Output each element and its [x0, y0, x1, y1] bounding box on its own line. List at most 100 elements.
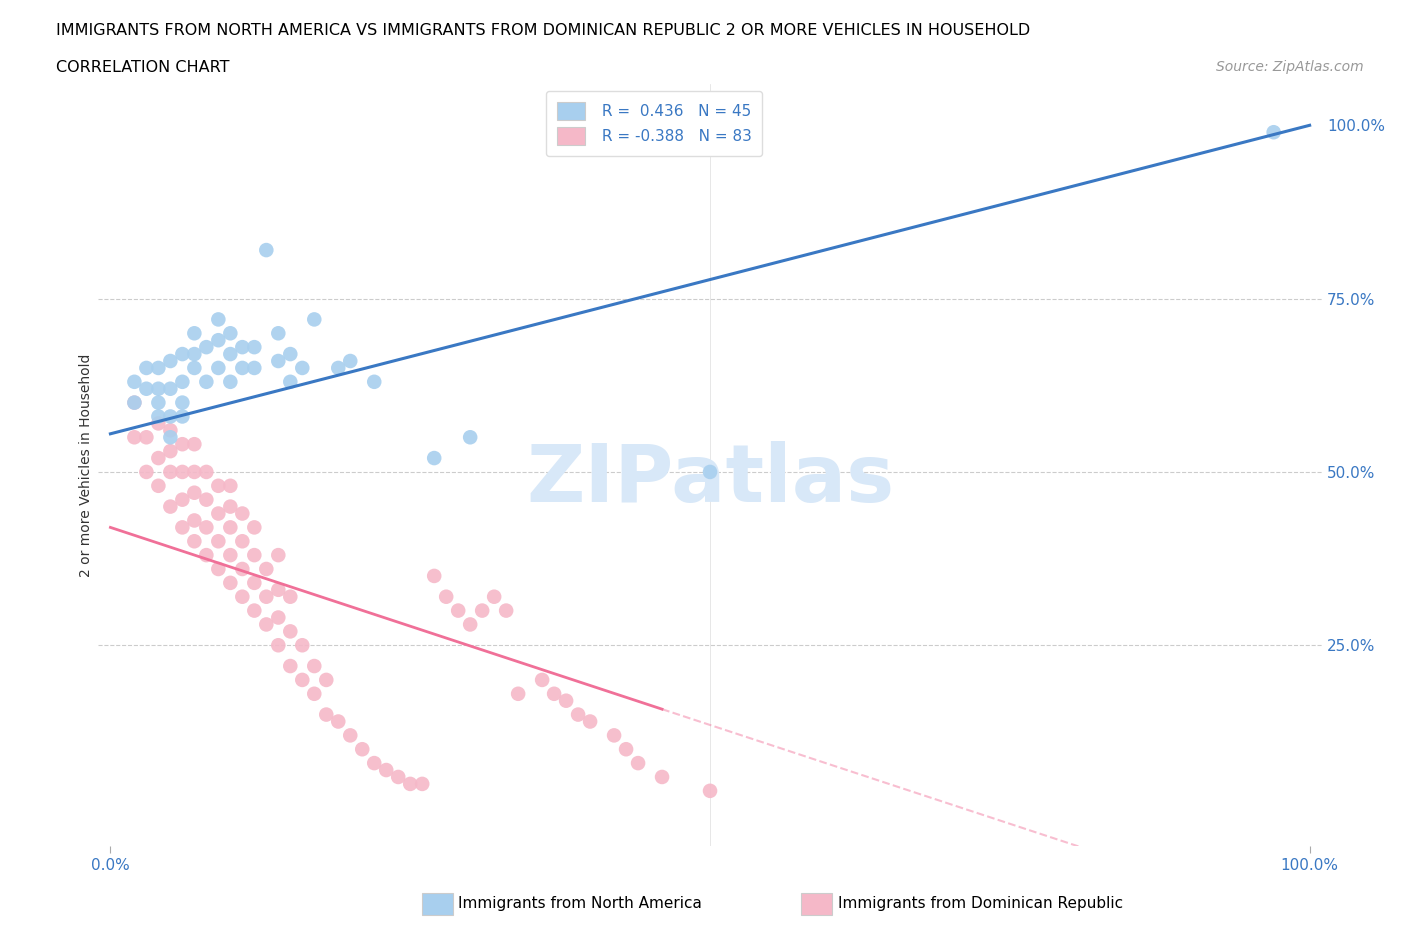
- Point: [278, 624, 301, 639]
- Point: [267, 548, 290, 563]
- Point: [124, 395, 146, 410]
- Point: [399, 777, 422, 791]
- Point: [363, 375, 385, 390]
- Point: [159, 499, 181, 514]
- Point: [495, 604, 517, 618]
- Point: [195, 548, 218, 563]
- Point: [278, 590, 301, 604]
- Point: [375, 763, 398, 777]
- Point: [207, 478, 229, 493]
- Point: [434, 590, 457, 604]
- Point: [254, 617, 277, 631]
- Point: [254, 562, 277, 577]
- Point: [339, 353, 361, 368]
- Point: [124, 430, 146, 445]
- Point: [471, 604, 494, 618]
- Point: [231, 506, 253, 521]
- Point: [291, 672, 314, 687]
- Point: [183, 464, 205, 479]
- Point: [363, 756, 385, 771]
- Point: [231, 590, 253, 604]
- Point: [172, 520, 194, 535]
- Point: [148, 416, 170, 431]
- Point: [183, 513, 205, 528]
- Point: [195, 464, 218, 479]
- Point: [567, 707, 589, 722]
- Point: [195, 520, 218, 535]
- Point: [135, 464, 157, 479]
- Point: [148, 395, 170, 410]
- Point: [531, 672, 554, 687]
- Point: [254, 590, 277, 604]
- Point: [219, 347, 242, 362]
- Point: [278, 375, 301, 390]
- Point: [207, 333, 229, 348]
- Point: [124, 395, 146, 410]
- Point: [352, 742, 374, 757]
- Point: [219, 326, 242, 340]
- Point: [159, 409, 181, 424]
- Point: [159, 423, 181, 438]
- Point: [267, 638, 290, 653]
- Point: [508, 686, 530, 701]
- Point: [254, 243, 277, 258]
- Point: [304, 658, 326, 673]
- Point: [243, 339, 266, 354]
- Point: [291, 361, 314, 376]
- Point: [135, 430, 157, 445]
- Point: [183, 485, 205, 500]
- Point: [231, 534, 253, 549]
- Point: [699, 464, 721, 479]
- Point: [603, 728, 626, 743]
- Point: [614, 742, 637, 757]
- Point: [328, 714, 350, 729]
- Point: [172, 395, 194, 410]
- Point: [135, 361, 157, 376]
- Point: [172, 409, 194, 424]
- Point: [207, 361, 229, 376]
- Point: [219, 478, 242, 493]
- Point: [482, 590, 505, 604]
- Point: [627, 756, 650, 771]
- Point: [278, 658, 301, 673]
- Point: [207, 312, 229, 326]
- Point: [148, 409, 170, 424]
- Legend:  R =  0.436   N = 45,  R = -0.388   N = 83: R = 0.436 N = 45, R = -0.388 N = 83: [547, 91, 762, 155]
- Point: [219, 548, 242, 563]
- Point: [278, 347, 301, 362]
- Point: [172, 347, 194, 362]
- Point: [195, 375, 218, 390]
- Point: [555, 693, 578, 708]
- Point: [219, 576, 242, 591]
- Point: [243, 361, 266, 376]
- Point: [159, 444, 181, 458]
- Point: [124, 375, 146, 390]
- Point: [315, 672, 337, 687]
- Y-axis label: 2 or more Vehicles in Household: 2 or more Vehicles in Household: [79, 353, 93, 577]
- Point: [231, 361, 253, 376]
- Point: [183, 361, 205, 376]
- Point: [183, 437, 205, 452]
- Point: [183, 326, 205, 340]
- Point: [339, 728, 361, 743]
- Point: [183, 347, 205, 362]
- Point: [148, 451, 170, 466]
- Point: [172, 375, 194, 390]
- Point: [387, 769, 409, 784]
- Point: [411, 777, 433, 791]
- Point: [267, 610, 290, 625]
- Point: [207, 506, 229, 521]
- Point: [183, 534, 205, 549]
- Point: [195, 492, 218, 507]
- Point: [159, 430, 181, 445]
- Point: [328, 361, 350, 376]
- Point: [315, 707, 337, 722]
- Point: [423, 568, 446, 583]
- Text: CORRELATION CHART: CORRELATION CHART: [56, 60, 229, 75]
- Point: [651, 769, 673, 784]
- Point: [699, 783, 721, 798]
- Point: [231, 562, 253, 577]
- Text: Source: ZipAtlas.com: Source: ZipAtlas.com: [1216, 60, 1364, 74]
- Point: [135, 381, 157, 396]
- Point: [172, 464, 194, 479]
